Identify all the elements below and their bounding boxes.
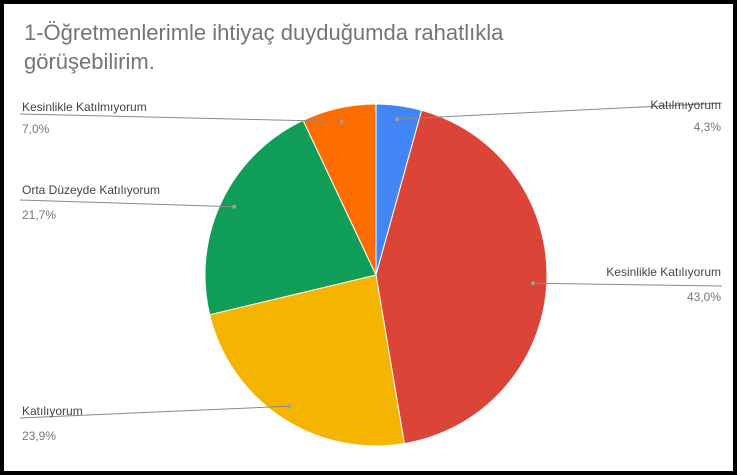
leader-line — [533, 282, 723, 287]
slice-value-label: 7,0% — [22, 122, 50, 136]
chart-title: 1-Öğretmenlerimle ihtiyaç duyduğumda rah… — [24, 20, 504, 74]
slice-label: Orta Düzeyde Katılıyorum — [22, 183, 160, 197]
pie-chart: Katılmıyorum 4,3% Kesinlikle Katılıyorum 43… — [19, 98, 723, 447]
leader-dot — [232, 204, 237, 209]
pie-slices — [204, 103, 548, 447]
slice-label: Katılmıyorum — [650, 98, 721, 112]
slice-labels: Katılmıyorum 4,3% Kesinlikle Katılıyorum 43… — [22, 98, 721, 443]
chart-frame: 1-Öğretmenlerimle ihtiyaç duyduğumda rah… — [4, 4, 733, 471]
slice-label: Kesinlikle Katılmıyorum — [22, 100, 147, 114]
leader-lines — [19, 102, 723, 419]
slice-label: Katılıyorum — [22, 404, 83, 418]
leader-line — [19, 405, 290, 419]
slice-value-label: 21,7% — [22, 208, 56, 222]
slice-label: Kesinlikle Katılıyorum — [606, 265, 721, 279]
leader-dot — [287, 404, 292, 409]
pie-slice — [209, 274, 405, 447]
leader-dot — [531, 281, 536, 286]
slice-value-label: 4,3% — [694, 120, 722, 134]
leader-line — [19, 199, 235, 208]
pie-slice — [204, 119, 377, 316]
leader-dot — [395, 117, 400, 122]
leader-dot — [339, 119, 344, 124]
leader-line — [19, 113, 342, 122]
slice-value-label: 23,9% — [22, 429, 56, 443]
leader-line — [397, 102, 723, 120]
slice-value-label: 43,0% — [687, 290, 721, 304]
